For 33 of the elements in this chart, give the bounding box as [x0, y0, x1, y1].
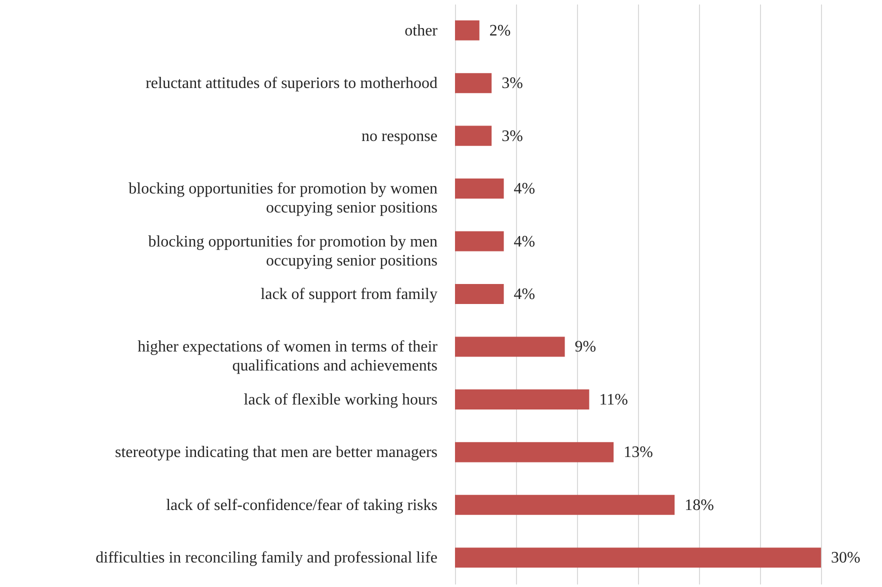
data-label: 11%	[599, 391, 628, 408]
bar	[455, 20, 480, 40]
y-tick-label: lack of flexible working hours	[244, 391, 438, 408]
bar	[455, 126, 492, 146]
bar	[455, 389, 590, 410]
bar	[455, 442, 614, 462]
data-label: 13%	[624, 444, 653, 462]
data-label: 4%	[514, 286, 536, 303]
y-tick-label: reluctant attitudes of superiors to motherhood	[146, 75, 438, 92]
y-tick-label: stereotype indicating that men are better managers	[114, 444, 438, 462]
data-label: 18%	[684, 496, 714, 514]
bar	[455, 73, 492, 94]
data-label: 2%	[489, 22, 511, 40]
y-tick-label: difficulties in reconciling family and professional life	[96, 550, 438, 567]
data-label: 30%	[831, 550, 860, 567]
y-tick-label: lack of support from family	[260, 286, 438, 303]
y-tick-label: blocking opportunities for promotion by women occupying senior positions	[128, 180, 438, 217]
y-tick-label: higher expectations of women in terms of their qualifications and achievements	[138, 338, 438, 375]
data-label: 3%	[502, 128, 523, 145]
bar	[455, 231, 504, 252]
y-tick-label: blocking opportunities for promotion by men occupying senior positions	[148, 233, 438, 270]
y-tick-label: other	[404, 22, 438, 40]
bar	[455, 336, 565, 357]
data-label: 4%	[514, 233, 536, 250]
y-tick-label: lack of self-confidence/fear of taking risks	[166, 496, 438, 514]
y-tick-label: no response	[362, 128, 438, 145]
data-label: 3%	[502, 75, 523, 92]
bar	[455, 494, 675, 515]
bar	[455, 178, 504, 199]
data-label: 9%	[574, 338, 596, 356]
bar	[455, 284, 504, 304]
data-label: 4%	[514, 180, 536, 198]
bar	[455, 548, 821, 568]
